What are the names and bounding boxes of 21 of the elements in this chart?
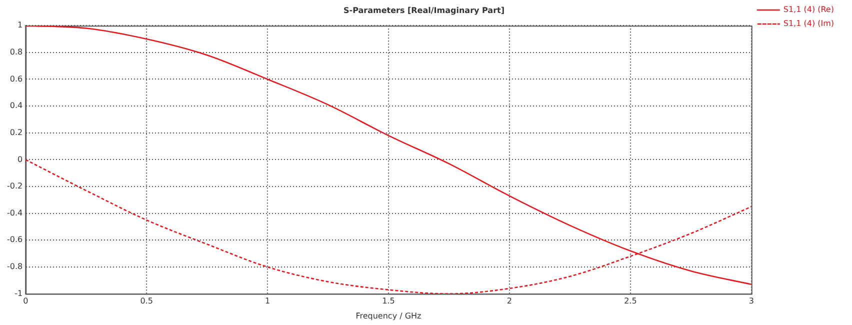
y-tick-label: -0.8 xyxy=(7,262,23,272)
y-tick-label: 0.8 xyxy=(10,48,23,56)
x-tick-label: 2.5 xyxy=(624,296,637,306)
x-axis-title: Frequency / GHz xyxy=(356,311,422,320)
y-tick-label: -0.6 xyxy=(7,235,23,244)
x-tick-label: 2 xyxy=(506,296,512,306)
y-tick-label: 1 xyxy=(18,20,23,30)
x-tick-label: 1 xyxy=(264,296,270,306)
y-tick-label: -0.2 xyxy=(7,182,23,191)
y-tick-label: 0 xyxy=(18,154,23,164)
x-tick-label: 0.5 xyxy=(140,296,153,306)
legend-label: S1,1 (4) (Re) xyxy=(783,5,834,14)
y-tick-label: 0.6 xyxy=(10,74,23,84)
legend-label: S1,1 (4) (Im) xyxy=(783,19,834,28)
chart-title: S-Parameters [Real/Imaginary Part] xyxy=(344,6,504,15)
y-tick-label: -1 xyxy=(14,288,23,298)
y-tick-label: -0.4 xyxy=(7,208,23,218)
y-tick-label: 0.2 xyxy=(10,128,23,137)
x-tick-label: 1.5 xyxy=(382,296,395,306)
y-tick-label: 0.4 xyxy=(10,101,23,110)
x-tick-label: 3 xyxy=(748,296,754,306)
